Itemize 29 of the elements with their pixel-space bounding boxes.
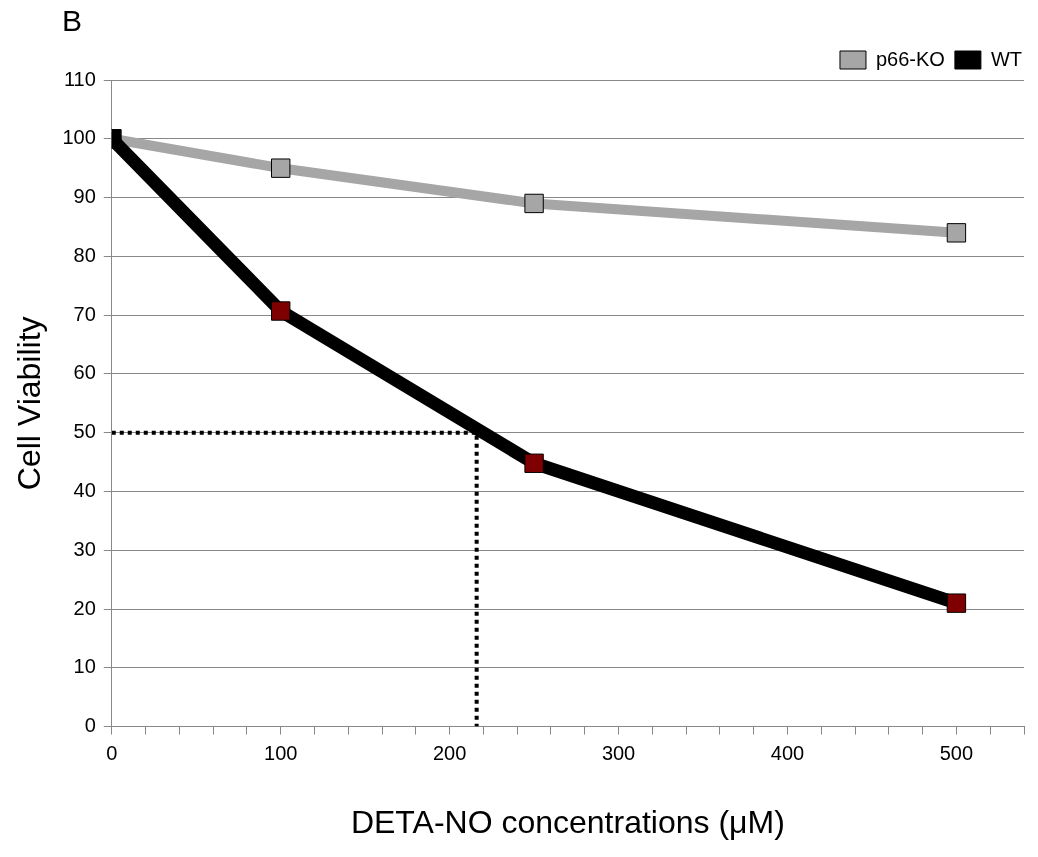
y-tick-label: 80 bbox=[73, 243, 96, 266]
y-tick-label: 100 bbox=[62, 126, 96, 149]
y-tick-label: 0 bbox=[84, 714, 96, 737]
x-tick-label: 300 bbox=[601, 742, 636, 765]
x-tick-label: 100 bbox=[264, 742, 298, 765]
y-tick-label: 40 bbox=[73, 478, 96, 501]
x-tick-label: 200 bbox=[432, 742, 467, 765]
x-axis-title: DETA-NO concentrations (μM) bbox=[350, 803, 785, 840]
y-tick-label: 50 bbox=[73, 420, 96, 443]
point bbox=[946, 223, 967, 243]
y-tick-label: 20 bbox=[73, 596, 96, 619]
point bbox=[524, 193, 544, 214]
point bbox=[271, 301, 291, 321]
point bbox=[946, 593, 967, 613]
y-axis-title: Cell Viability bbox=[11, 316, 48, 491]
point bbox=[271, 158, 291, 178]
y-tick-label: 110 bbox=[63, 67, 96, 90]
chart-title: B bbox=[62, 4, 83, 38]
y-tick-label: 60 bbox=[73, 361, 96, 384]
x-tick-label: 500 bbox=[939, 742, 974, 765]
legend-label: WT bbox=[990, 47, 1022, 70]
x-tick-label: 0 bbox=[106, 742, 118, 765]
y-tick-label: 30 bbox=[73, 537, 96, 560]
y-tick-label: 10 bbox=[73, 655, 96, 678]
x-tick-label: 400 bbox=[770, 742, 805, 765]
y-tick-label: 70 bbox=[73, 302, 96, 325]
y-tick-label: 90 bbox=[73, 185, 96, 208]
point bbox=[524, 453, 544, 473]
legend-label: p66-KO bbox=[875, 47, 945, 70]
